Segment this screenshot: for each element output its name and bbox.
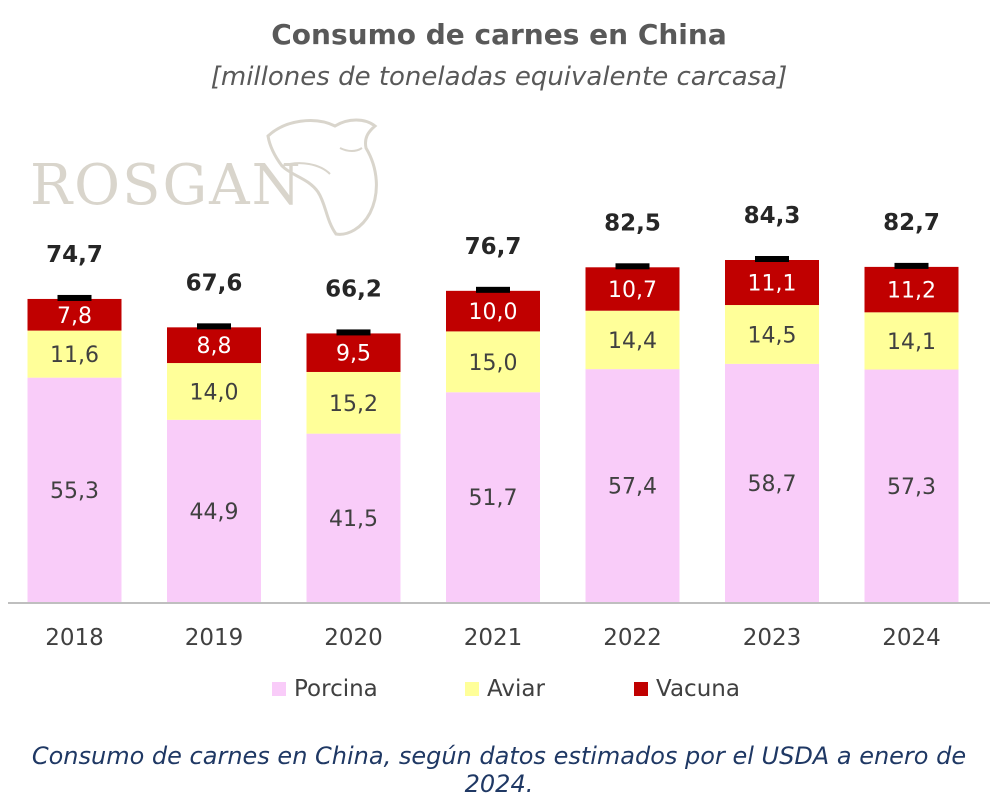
watermark-text: ROSGAN: [30, 153, 303, 218]
data-label-aviar-2018: 11,6: [50, 343, 99, 368]
legend-label-porcina: Porcina: [294, 676, 378, 702]
x-tick-label-2021: 2021: [464, 625, 523, 651]
x-tick-label-2018: 2018: [45, 625, 104, 651]
legend: Porcina Aviar Vacuna: [0, 676, 998, 704]
data-label-porcina-2024: 57,3: [887, 475, 936, 500]
bar-segment-aviar-2020: [306, 371, 401, 434]
total-marker-2022: [615, 263, 650, 270]
data-label-vacuna-2018: 7,8: [57, 304, 92, 329]
data-label-aviar-2020: 15,2: [329, 392, 378, 417]
data-label-porcina-2018: 55,3: [50, 479, 99, 504]
bar-segment-aviar-2019: [167, 363, 261, 420]
total-label-2018: 74,7: [46, 242, 103, 268]
total-label-2019: 67,6: [186, 270, 243, 296]
total-label-2020: 66,2: [325, 276, 382, 302]
chart-title: Consumo de carnes en China: [271, 18, 727, 51]
bar-segment-porcina-2018: [27, 377, 122, 602]
bar-segment-aviar-2024: [864, 312, 959, 370]
total-label-2021: 76,7: [465, 234, 522, 260]
total-marker-2020: [336, 329, 371, 336]
legend-swatch-vacuna: [634, 682, 648, 696]
bar-segment-vacuna-2023: [725, 260, 819, 306]
total-marker-2021: [476, 286, 510, 293]
data-label-vacuna-2019: 8,8: [197, 334, 232, 359]
bar-segment-aviar-2023: [725, 305, 819, 364]
bar-segment-vacuna-2020: [306, 333, 401, 372]
legend-label-aviar: Aviar: [487, 676, 545, 702]
legend-item-vacuna: Vacuna: [634, 676, 740, 702]
bar-segment-porcina-2024: [864, 369, 959, 602]
x-tick-label-2020: 2020: [324, 625, 383, 651]
data-label-porcina-2022: 57,4: [608, 475, 657, 500]
bar-segment-porcina-2020: [306, 433, 401, 602]
total-marker-2019: [197, 323, 231, 330]
legend-label-vacuna: Vacuna: [656, 676, 740, 702]
legend-item-aviar: Aviar: [465, 676, 545, 702]
x-tick-label-2022: 2022: [603, 625, 662, 651]
data-label-porcina-2023: 58,7: [748, 472, 797, 497]
data-label-porcina-2021: 51,7: [469, 486, 518, 511]
bar-segment-vacuna-2021: [446, 290, 540, 332]
bar-segment-vacuna-2022: [585, 267, 680, 311]
bar-segment-porcina-2022: [585, 369, 680, 602]
data-label-vacuna-2022: 10,7: [608, 278, 657, 303]
data-label-vacuna-2024: 11,2: [887, 279, 936, 304]
total-marker-2018: [57, 294, 92, 301]
bar-segment-vacuna-2019: [167, 327, 261, 364]
x-tick-label-2019: 2019: [185, 625, 244, 651]
x-tick-label-2023: 2023: [743, 625, 802, 651]
legend-swatch-porcina: [272, 682, 286, 696]
data-label-vacuna-2020: 9,5: [336, 342, 371, 367]
bar-segment-aviar-2022: [585, 310, 680, 370]
bar-segment-porcina-2023: [725, 363, 819, 602]
bar-segment-aviar-2021: [446, 331, 540, 393]
data-label-aviar-2021: 15,0: [469, 351, 518, 376]
data-label-porcina-2019: 44,9: [190, 500, 239, 525]
data-label-aviar-2022: 14,4: [608, 329, 657, 354]
data-label-vacuna-2021: 10,0: [469, 300, 518, 325]
chart-subtitle: [millones de toneladas equivalente carca…: [210, 62, 788, 92]
total-label-2023: 84,3: [744, 203, 801, 229]
legend-item-porcina: Porcina: [272, 676, 378, 702]
data-label-vacuna-2023: 11,1: [748, 272, 797, 297]
bar-segment-vacuna-2018: [27, 298, 122, 331]
data-label-aviar-2019: 14,0: [190, 380, 239, 405]
data-label-porcina-2020: 41,5: [329, 507, 378, 532]
bar-segment-porcina-2021: [446, 392, 540, 602]
total-marker-2024: [894, 262, 929, 269]
data-label-aviar-2023: 14,5: [748, 323, 797, 348]
legend-swatch-aviar: [465, 682, 479, 696]
stacked-bar-chart: 55,3 11,6 7,8 74,7 2018 44,9 14,0 8,8 67,6 2019 41…: [8, 203, 990, 651]
bars-layer: [8, 256, 990, 604]
labels-layer: 55,3 11,6 7,8 74,7 2018 44,9 14,0 8,8 67,6 2019 41…: [45, 203, 941, 651]
total-label-2022: 82,5: [604, 210, 661, 236]
rosgan-watermark: ROSGAN: [30, 108, 390, 243]
bar-segment-vacuna-2024: [864, 266, 959, 313]
x-tick-label-2024: 2024: [882, 625, 941, 651]
total-label-2024: 82,7: [883, 210, 940, 236]
data-label-aviar-2024: 14,1: [887, 330, 936, 355]
bar-segment-porcina-2019: [167, 419, 261, 602]
total-marker-2023: [755, 256, 789, 262]
bar-segment-aviar-2018: [27, 330, 122, 378]
caption: Consumo de carnes en China, según datos …: [31, 742, 967, 798]
bull-head-logo-icon: [266, 118, 378, 236]
